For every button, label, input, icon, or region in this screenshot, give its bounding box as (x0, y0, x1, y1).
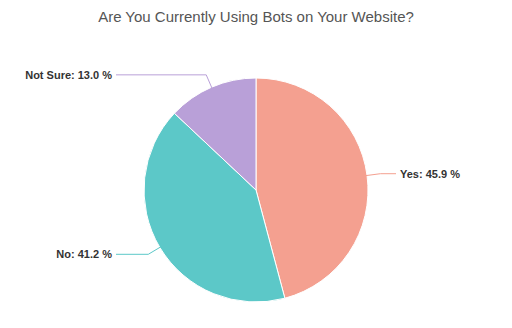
leader-line (336, 174, 396, 180)
data-label: Not Sure: 13.0 % (25, 69, 112, 81)
chart: Are You Currently Using Bots on Your Web… (0, 0, 512, 328)
data-label: Yes: 45.9 % (400, 168, 460, 180)
pie (144, 78, 368, 302)
data-label: No: 41.2 % (56, 248, 112, 260)
leader-line (116, 231, 187, 254)
labels: Yes: 45.9 % No: 41.2 % Not Sure: 13.0 % (25, 69, 460, 260)
title: Are You Currently Using Bots on Your Web… (98, 8, 414, 25)
leader-line (116, 75, 224, 116)
